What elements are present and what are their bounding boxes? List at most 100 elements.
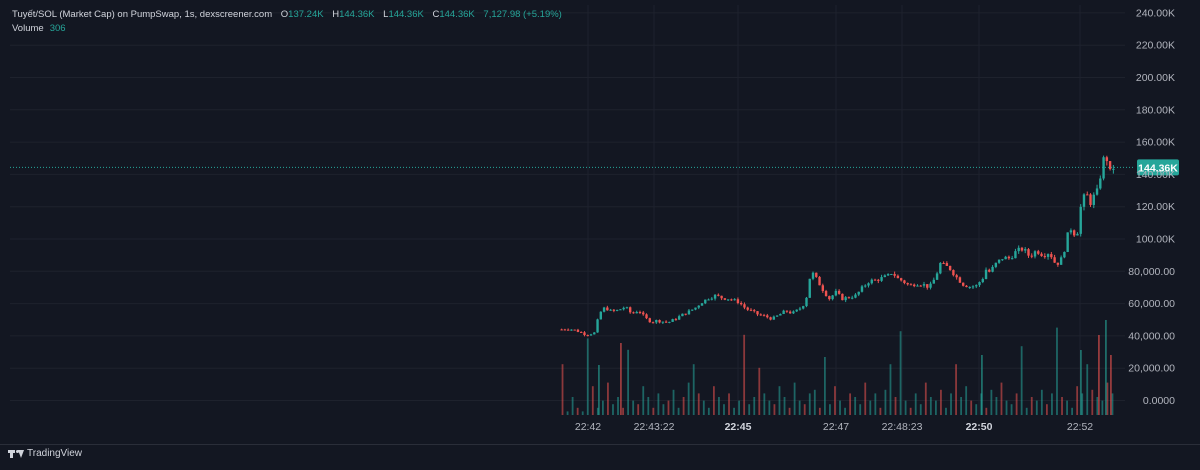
y-tick-label: 40,000.00 bbox=[1128, 330, 1175, 342]
volume-bar bbox=[889, 364, 892, 415]
volume-bar bbox=[945, 407, 947, 415]
volume-bar bbox=[591, 386, 594, 415]
candle-body bbox=[1017, 247, 1020, 252]
volume-bar bbox=[617, 397, 619, 415]
chart-legend: Tuyết/SOL (Market Cap) on PumpSwap, 1s, … bbox=[12, 8, 562, 36]
volume-bar bbox=[1076, 386, 1079, 415]
candle-body bbox=[811, 272, 815, 279]
volume-bar bbox=[808, 393, 811, 415]
volume-bar bbox=[612, 404, 614, 415]
volume-bar bbox=[1098, 335, 1100, 415]
candle-body bbox=[596, 319, 599, 333]
candle-body bbox=[1105, 157, 1109, 162]
candle-body bbox=[762, 315, 766, 317]
volume-bar bbox=[1106, 382, 1109, 415]
tradingview-brand[interactable]: TradingView bbox=[8, 448, 82, 459]
candle-body bbox=[648, 318, 651, 323]
candle-body bbox=[1046, 254, 1050, 257]
candle-body bbox=[971, 286, 975, 288]
y-tick-label: 160.00K bbox=[1136, 137, 1175, 149]
volume-bar bbox=[773, 404, 776, 415]
volume-bar bbox=[586, 338, 589, 415]
volume-bar bbox=[768, 400, 771, 415]
candle-body bbox=[1108, 161, 1112, 170]
candle-body bbox=[1043, 256, 1047, 258]
candle-body bbox=[880, 277, 883, 281]
volume-bar bbox=[823, 357, 826, 415]
candle-body bbox=[704, 299, 707, 304]
candle-body bbox=[961, 282, 965, 286]
volume-bar bbox=[758, 367, 761, 415]
y-tick-label: 60,000.00 bbox=[1128, 298, 1175, 310]
candle-body bbox=[1027, 249, 1030, 256]
last-price-label: 144.36K bbox=[1138, 162, 1178, 174]
volume-bar bbox=[1051, 393, 1053, 415]
y-tick-label: 100.00K bbox=[1136, 234, 1175, 246]
candle-body bbox=[890, 274, 893, 276]
volume-bar bbox=[1000, 382, 1003, 415]
candle-body bbox=[919, 285, 922, 287]
candle-body bbox=[834, 290, 838, 296]
candle-body bbox=[697, 305, 700, 308]
volume-bar bbox=[904, 400, 907, 415]
candle-body bbox=[864, 285, 867, 287]
candle-body bbox=[932, 279, 936, 284]
candle-body bbox=[1037, 251, 1040, 254]
volume-bar bbox=[607, 382, 609, 415]
candle-body bbox=[798, 308, 802, 310]
candle-body bbox=[1040, 253, 1043, 257]
volume-bar bbox=[718, 397, 720, 415]
volume-bar bbox=[1096, 397, 1099, 415]
candle-body bbox=[873, 279, 877, 281]
candle-body bbox=[821, 285, 825, 292]
x-tick-label: 22:42 bbox=[575, 421, 601, 433]
last-price-tag bbox=[1137, 159, 1179, 176]
volume-bar bbox=[975, 404, 978, 415]
candle-body bbox=[841, 293, 844, 301]
candle-body bbox=[984, 269, 988, 280]
candle-body bbox=[753, 310, 756, 312]
volume-value: 306 bbox=[49, 23, 66, 34]
candle-body bbox=[586, 335, 589, 337]
candle-body bbox=[945, 263, 949, 266]
candle-body bbox=[1059, 257, 1063, 265]
candle-body bbox=[948, 265, 952, 271]
candle-body bbox=[828, 296, 831, 300]
candle-body bbox=[831, 295, 834, 300]
symbol-title: Tuyết/SOL (Market Cap) on PumpSwap, 1s, … bbox=[12, 9, 273, 20]
candle-body bbox=[593, 332, 596, 335]
volume-bar bbox=[1045, 404, 1048, 415]
candle-body bbox=[818, 276, 821, 286]
volume-bar bbox=[707, 407, 710, 415]
price-change: 7,127.98 (+5.19%) bbox=[483, 9, 562, 20]
volume-bar bbox=[637, 404, 640, 415]
volume-bar bbox=[1030, 397, 1033, 415]
candle-body bbox=[886, 274, 890, 276]
volume-bar bbox=[940, 389, 942, 415]
volume-bar bbox=[1080, 350, 1082, 415]
volume-bar bbox=[1066, 400, 1068, 415]
candle-body bbox=[850, 297, 854, 299]
y-tick-label: 140.00K bbox=[1136, 169, 1175, 181]
candle-body bbox=[903, 280, 906, 284]
candle-body bbox=[1069, 230, 1073, 233]
candle-body bbox=[766, 315, 769, 318]
candle-body bbox=[922, 284, 926, 286]
candle-body bbox=[782, 310, 785, 314]
candle-body bbox=[642, 312, 645, 315]
x-tick-label: 22:47 bbox=[823, 421, 849, 433]
candle-body bbox=[606, 307, 609, 311]
candle-body bbox=[860, 286, 864, 292]
candle-body bbox=[681, 313, 684, 317]
candle-body bbox=[684, 313, 687, 315]
x-tick-label: 22:52 bbox=[1067, 421, 1093, 433]
candle-body bbox=[926, 284, 929, 288]
candle-body bbox=[808, 278, 811, 298]
volume-bar bbox=[955, 364, 957, 415]
volume-bar bbox=[859, 404, 862, 415]
candle-body bbox=[981, 279, 984, 283]
candle-body bbox=[1020, 247, 1024, 251]
candle-body bbox=[909, 284, 913, 286]
